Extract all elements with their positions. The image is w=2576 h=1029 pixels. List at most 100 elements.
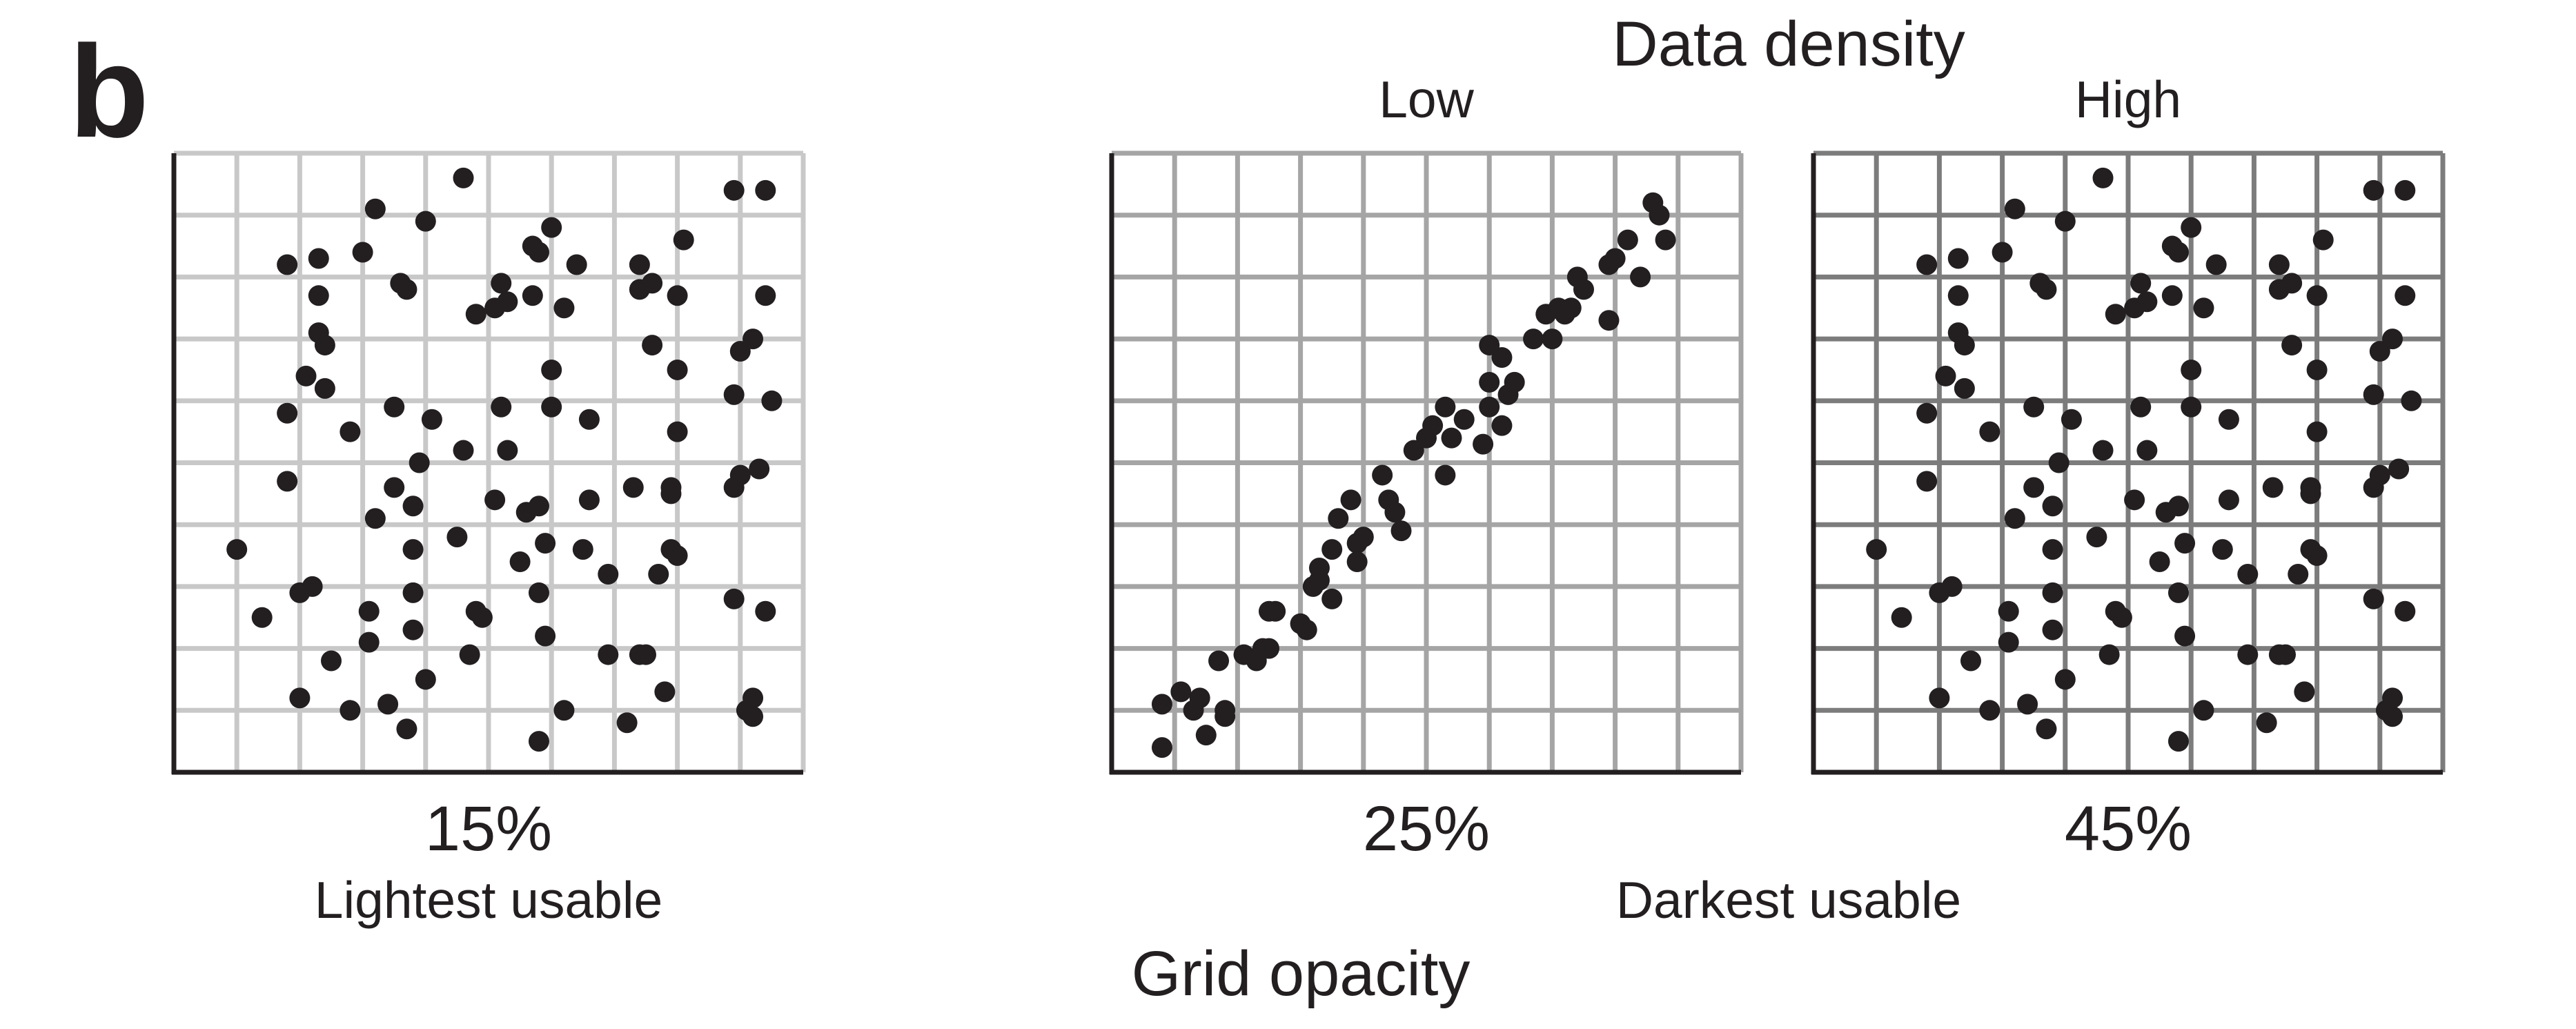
data-point xyxy=(314,335,335,356)
data-point xyxy=(2275,644,2296,665)
data-point xyxy=(528,731,549,752)
data-point xyxy=(1979,421,2000,442)
data-point xyxy=(2237,563,2259,585)
data-point xyxy=(541,217,562,238)
data-point xyxy=(2054,669,2076,690)
column-label: High xyxy=(2075,70,2181,128)
data-point xyxy=(566,254,587,275)
data-point xyxy=(553,700,575,721)
data-point xyxy=(673,229,694,251)
data-point xyxy=(2218,409,2239,430)
data-point xyxy=(2312,229,2334,251)
data-point xyxy=(2167,731,2189,752)
data-point xyxy=(761,390,783,411)
data-point xyxy=(277,402,298,424)
data-point xyxy=(743,329,764,350)
data-point xyxy=(465,304,486,325)
data-point xyxy=(396,718,417,740)
data-point xyxy=(1630,266,1651,288)
data-point xyxy=(2382,687,2403,709)
data-point xyxy=(723,179,745,201)
data-point xyxy=(1296,619,1317,640)
data-point xyxy=(1321,539,1343,560)
data-point xyxy=(1441,427,1462,449)
data-point xyxy=(1604,248,1626,269)
data-point xyxy=(1954,378,1975,399)
data-point xyxy=(2205,254,2227,275)
data-point xyxy=(2136,291,2158,313)
data-point xyxy=(2004,508,2025,529)
data-point xyxy=(2054,210,2076,232)
data-point xyxy=(2369,464,2390,486)
data-point xyxy=(2281,273,2303,294)
data-point xyxy=(1372,464,1393,486)
data-point xyxy=(1340,489,1361,511)
data-point xyxy=(1473,433,1494,455)
data-point xyxy=(1560,297,1582,319)
data-point xyxy=(1929,687,1950,709)
data-point xyxy=(2136,440,2158,461)
data-point xyxy=(2193,700,2214,721)
data-point xyxy=(1453,409,1475,430)
opacity-label: 15% xyxy=(425,794,552,864)
data-point xyxy=(723,588,745,609)
data-point xyxy=(340,700,361,721)
data-point xyxy=(2023,396,2045,418)
data-point xyxy=(2017,694,2038,715)
data-point xyxy=(2181,217,2202,238)
data-point xyxy=(2130,396,2152,418)
data-point xyxy=(2268,254,2290,275)
scatter-panel-lightest: 15% Lightest usable xyxy=(171,150,806,929)
data-point xyxy=(491,396,512,418)
data-point xyxy=(2092,440,2114,461)
data-point xyxy=(471,607,493,628)
data-point xyxy=(2061,409,2082,430)
data-point xyxy=(528,242,549,263)
opacity-label: 45% xyxy=(2065,794,2192,864)
data-point xyxy=(578,409,600,430)
data-point xyxy=(2167,496,2189,517)
data-point xyxy=(453,167,474,188)
data-point xyxy=(636,644,656,665)
data-point xyxy=(2167,582,2189,603)
data-point xyxy=(2036,718,2057,740)
data-point xyxy=(415,669,436,690)
data-point xyxy=(2288,563,2309,585)
data-point xyxy=(642,335,663,356)
data-point xyxy=(598,563,619,585)
data-point xyxy=(2193,297,2214,319)
data-point xyxy=(2382,329,2403,350)
data-point xyxy=(667,545,688,567)
data-point xyxy=(402,582,424,603)
data-point xyxy=(2382,706,2403,727)
data-point xyxy=(1866,539,1887,560)
data-point xyxy=(2388,458,2410,480)
caption-label: Lightest usable xyxy=(315,871,663,929)
data-point xyxy=(358,631,380,653)
data-point xyxy=(289,687,311,709)
data-point xyxy=(2306,359,2328,380)
caption-label: Darkest usable xyxy=(1616,871,1961,929)
data-point xyxy=(2306,545,2328,567)
data-point xyxy=(384,396,405,418)
data-point xyxy=(302,576,323,597)
scatter-panel-high: High 45% xyxy=(1811,70,2446,864)
data-point xyxy=(743,706,764,727)
data-point xyxy=(2023,477,2045,498)
data-point xyxy=(421,409,442,430)
data-point xyxy=(340,421,361,442)
data-point xyxy=(723,384,745,405)
data-point xyxy=(2048,452,2069,473)
data-point xyxy=(2281,335,2303,356)
data-point xyxy=(2262,477,2283,498)
data-point xyxy=(364,198,386,219)
data-point xyxy=(622,477,644,498)
data-point xyxy=(1328,508,1349,529)
data-point xyxy=(2181,359,2202,380)
data-point xyxy=(277,254,298,275)
data-point xyxy=(1649,204,1670,226)
data-point xyxy=(2161,285,2183,306)
data-point xyxy=(535,533,556,554)
data-point xyxy=(409,452,430,473)
